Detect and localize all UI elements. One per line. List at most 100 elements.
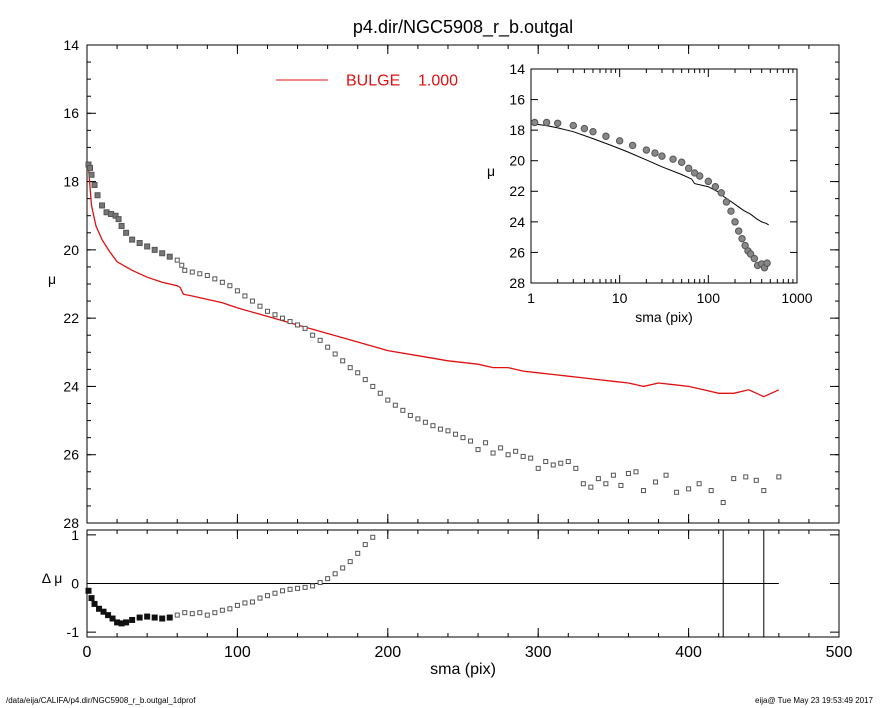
inset-data-point	[615, 137, 624, 145]
residual-point	[204, 612, 210, 618]
surface-brightness-point	[91, 181, 98, 188]
surface-brightness-point	[257, 303, 263, 309]
inset-data-point	[763, 259, 771, 267]
inset-y-tick-label: 14	[509, 61, 525, 77]
inset-data-point	[717, 189, 725, 197]
residual-point	[123, 619, 130, 626]
surface-brightness-point	[580, 481, 586, 487]
footer-timestamp: eija@ Tue May 23 19:53:49 2017	[755, 696, 873, 705]
inset-data-point	[731, 218, 739, 226]
surface-brightness-point	[179, 262, 185, 268]
main-y-tick-label: 28	[63, 515, 79, 531]
residual-y-tick-label: -1	[67, 624, 80, 640]
chart-title: p4.dir/NGC5908_r_b.outgal	[353, 17, 573, 38]
inset-data-point	[684, 164, 693, 173]
residual-point	[280, 588, 286, 594]
residual-point	[234, 602, 240, 608]
surface-brightness-point	[400, 407, 406, 413]
surface-brightness-point	[618, 482, 624, 488]
surface-brightness-point	[325, 344, 331, 350]
residual-point	[227, 606, 233, 612]
surface-brightness-point	[234, 288, 240, 294]
surface-brightness-point	[87, 164, 94, 171]
main-y-tick-label: 22	[63, 310, 79, 326]
legend-bulge-label: BULGE	[346, 73, 400, 90]
residual-point	[182, 610, 188, 616]
surface-brightness-point	[212, 276, 218, 282]
residual-point	[362, 542, 368, 548]
inset-data-point	[734, 227, 743, 235]
legend: BULGE 1.000	[276, 73, 458, 90]
residual-point	[310, 583, 316, 589]
surface-brightness-point	[422, 419, 428, 425]
surface-brightness-point	[197, 271, 203, 277]
inset-x-tick-label: 10	[612, 290, 628, 306]
surface-brightness-point	[227, 283, 233, 289]
inset-data-point	[628, 141, 637, 150]
main-y-tick-label: 18	[63, 173, 79, 189]
residual-x-tick-label: 200	[374, 644, 401, 661]
surface-brightness-point	[280, 315, 286, 321]
inset-data-point	[722, 198, 731, 206]
surface-brightness-point	[573, 465, 579, 471]
surface-brightness-point	[686, 486, 692, 492]
surface-brightness-point	[340, 358, 346, 364]
inset-data-point	[642, 146, 651, 154]
residual-point	[332, 571, 338, 577]
surface-brightness-point	[475, 447, 481, 453]
residual-point	[189, 611, 195, 617]
inset-data-point	[696, 172, 704, 180]
surface-brightness-point	[743, 474, 749, 480]
surface-brightness-point	[94, 192, 101, 199]
surface-brightness-point	[708, 488, 714, 494]
surface-brightness-point	[610, 472, 616, 478]
residual-point	[219, 607, 225, 613]
inset-data-point	[727, 207, 735, 215]
surface-brightness-point	[136, 240, 143, 247]
residual-y-tick-label: 0	[71, 575, 79, 591]
residual-point	[144, 613, 151, 620]
surface-brightness-point	[88, 171, 95, 178]
residual-x-tick-label: 300	[525, 644, 552, 661]
surface-brightness-point	[174, 257, 180, 263]
surface-brightness-point	[355, 370, 361, 376]
surface-brightness-point	[415, 416, 421, 422]
surface-brightness-point	[543, 459, 549, 465]
inset-data-point	[530, 118, 539, 127]
surface-brightness-point	[603, 481, 609, 487]
surface-brightness-point	[112, 212, 119, 219]
residual-point	[91, 600, 98, 607]
legend-bulge-value: 1.000	[418, 73, 458, 90]
main-y-tick-label: 24	[63, 378, 79, 394]
surface-brightness-point	[249, 298, 255, 304]
surface-brightness-point	[468, 438, 474, 444]
residual-point	[109, 615, 116, 622]
residual-point	[295, 585, 301, 591]
surface-brightness-point	[625, 470, 631, 476]
inset-x-tick-label: 1	[527, 290, 535, 306]
surface-brightness-point	[347, 365, 353, 371]
surface-brightness-point	[377, 390, 383, 396]
inset-plot-frame	[530, 68, 798, 284]
inset-data-point	[669, 155, 677, 163]
residual-point	[302, 584, 308, 590]
surface-brightness-point	[674, 489, 680, 495]
surface-brightness-point	[182, 267, 188, 273]
residual-x-tick-label: 500	[826, 644, 853, 661]
surface-brightness-point	[513, 448, 519, 454]
residual-reference-lines	[87, 530, 779, 637]
surface-brightness-point	[460, 435, 466, 441]
surface-brightness-point	[535, 465, 541, 471]
inset-data-point	[569, 121, 578, 130]
inset-data-point	[750, 254, 759, 263]
surface-brightness-point	[392, 402, 398, 408]
surface-brightness-point	[407, 412, 413, 418]
surface-brightness-point	[362, 377, 368, 383]
surface-brightness-point	[151, 246, 158, 253]
surface-brightness-point	[204, 272, 210, 278]
inset-data-point	[651, 149, 659, 157]
main-data	[85, 161, 782, 506]
inset-data-point	[658, 152, 666, 160]
